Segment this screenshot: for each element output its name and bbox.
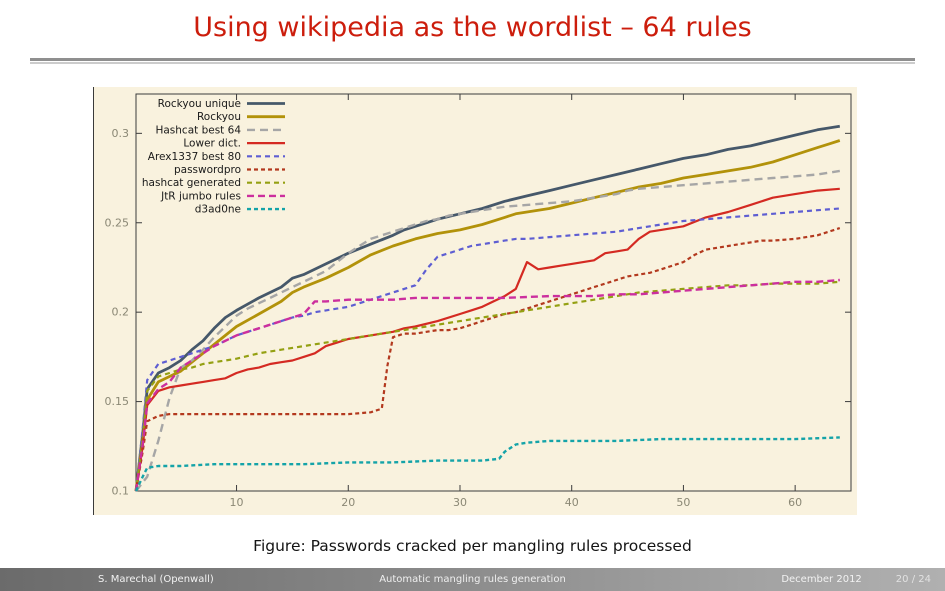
svg-text:0.1: 0.1 [112, 485, 130, 498]
svg-text:0.2: 0.2 [112, 306, 130, 319]
line-chart: 0.1 0.15 0.2 0.25 0.3 10 20 30 40 50 60 Rockyou uni… [105, 93, 852, 509]
separator-line-bottom [30, 62, 915, 64]
svg-text:0.25: 0.25 [105, 216, 130, 229]
svg-text:Hashcat best 64: Hashcat best 64 [155, 124, 241, 136]
slide-title: Using wikipedia as the wordlist – 64 rul… [193, 12, 752, 43]
svg-text:50: 50 [676, 496, 690, 509]
footer-page-number: 20 / 24 [895, 574, 931, 585]
title-separator [30, 58, 915, 64]
svg-text:0.3: 0.3 [112, 127, 130, 140]
svg-text:hashcat generated: hashcat generated [142, 177, 241, 189]
svg-text:JtR jumbo rules: JtR jumbo rules [160, 190, 241, 202]
footer-bar: S. Marechal (Openwall) Automatic manglin… [0, 568, 945, 591]
svg-text:60: 60 [788, 496, 802, 509]
svg-text:Rockyou unique: Rockyou unique [158, 98, 241, 110]
footer-date: December 2012 [781, 574, 862, 585]
svg-text:passwordpro: passwordpro [174, 164, 241, 176]
svg-text:Lower dict.: Lower dict. [183, 138, 241, 150]
chart-container: 0.1 0.15 0.2 0.25 0.3 10 20 30 40 50 60 Rockyou uni… [93, 87, 857, 515]
svg-text:Rockyou: Rockyou [197, 111, 241, 123]
svg-text:0.15: 0.15 [105, 395, 130, 408]
svg-text:10: 10 [230, 496, 244, 509]
separator-line-top [30, 58, 915, 61]
figure-caption: Figure: Passwords cracked per mangling r… [253, 537, 692, 555]
footer-presentation-title: Automatic mangling rules generation [379, 574, 566, 585]
svg-text:30: 30 [453, 496, 467, 509]
footer-author: S. Marechal (Openwall) [98, 574, 214, 585]
svg-text:d3ad0ne: d3ad0ne [195, 204, 241, 216]
svg-text:Arex1337 best 80: Arex1337 best 80 [148, 151, 241, 163]
footer-right: December 2012 20 / 24 [633, 574, 945, 585]
svg-text:40: 40 [565, 496, 579, 509]
svg-text:20: 20 [341, 496, 355, 509]
